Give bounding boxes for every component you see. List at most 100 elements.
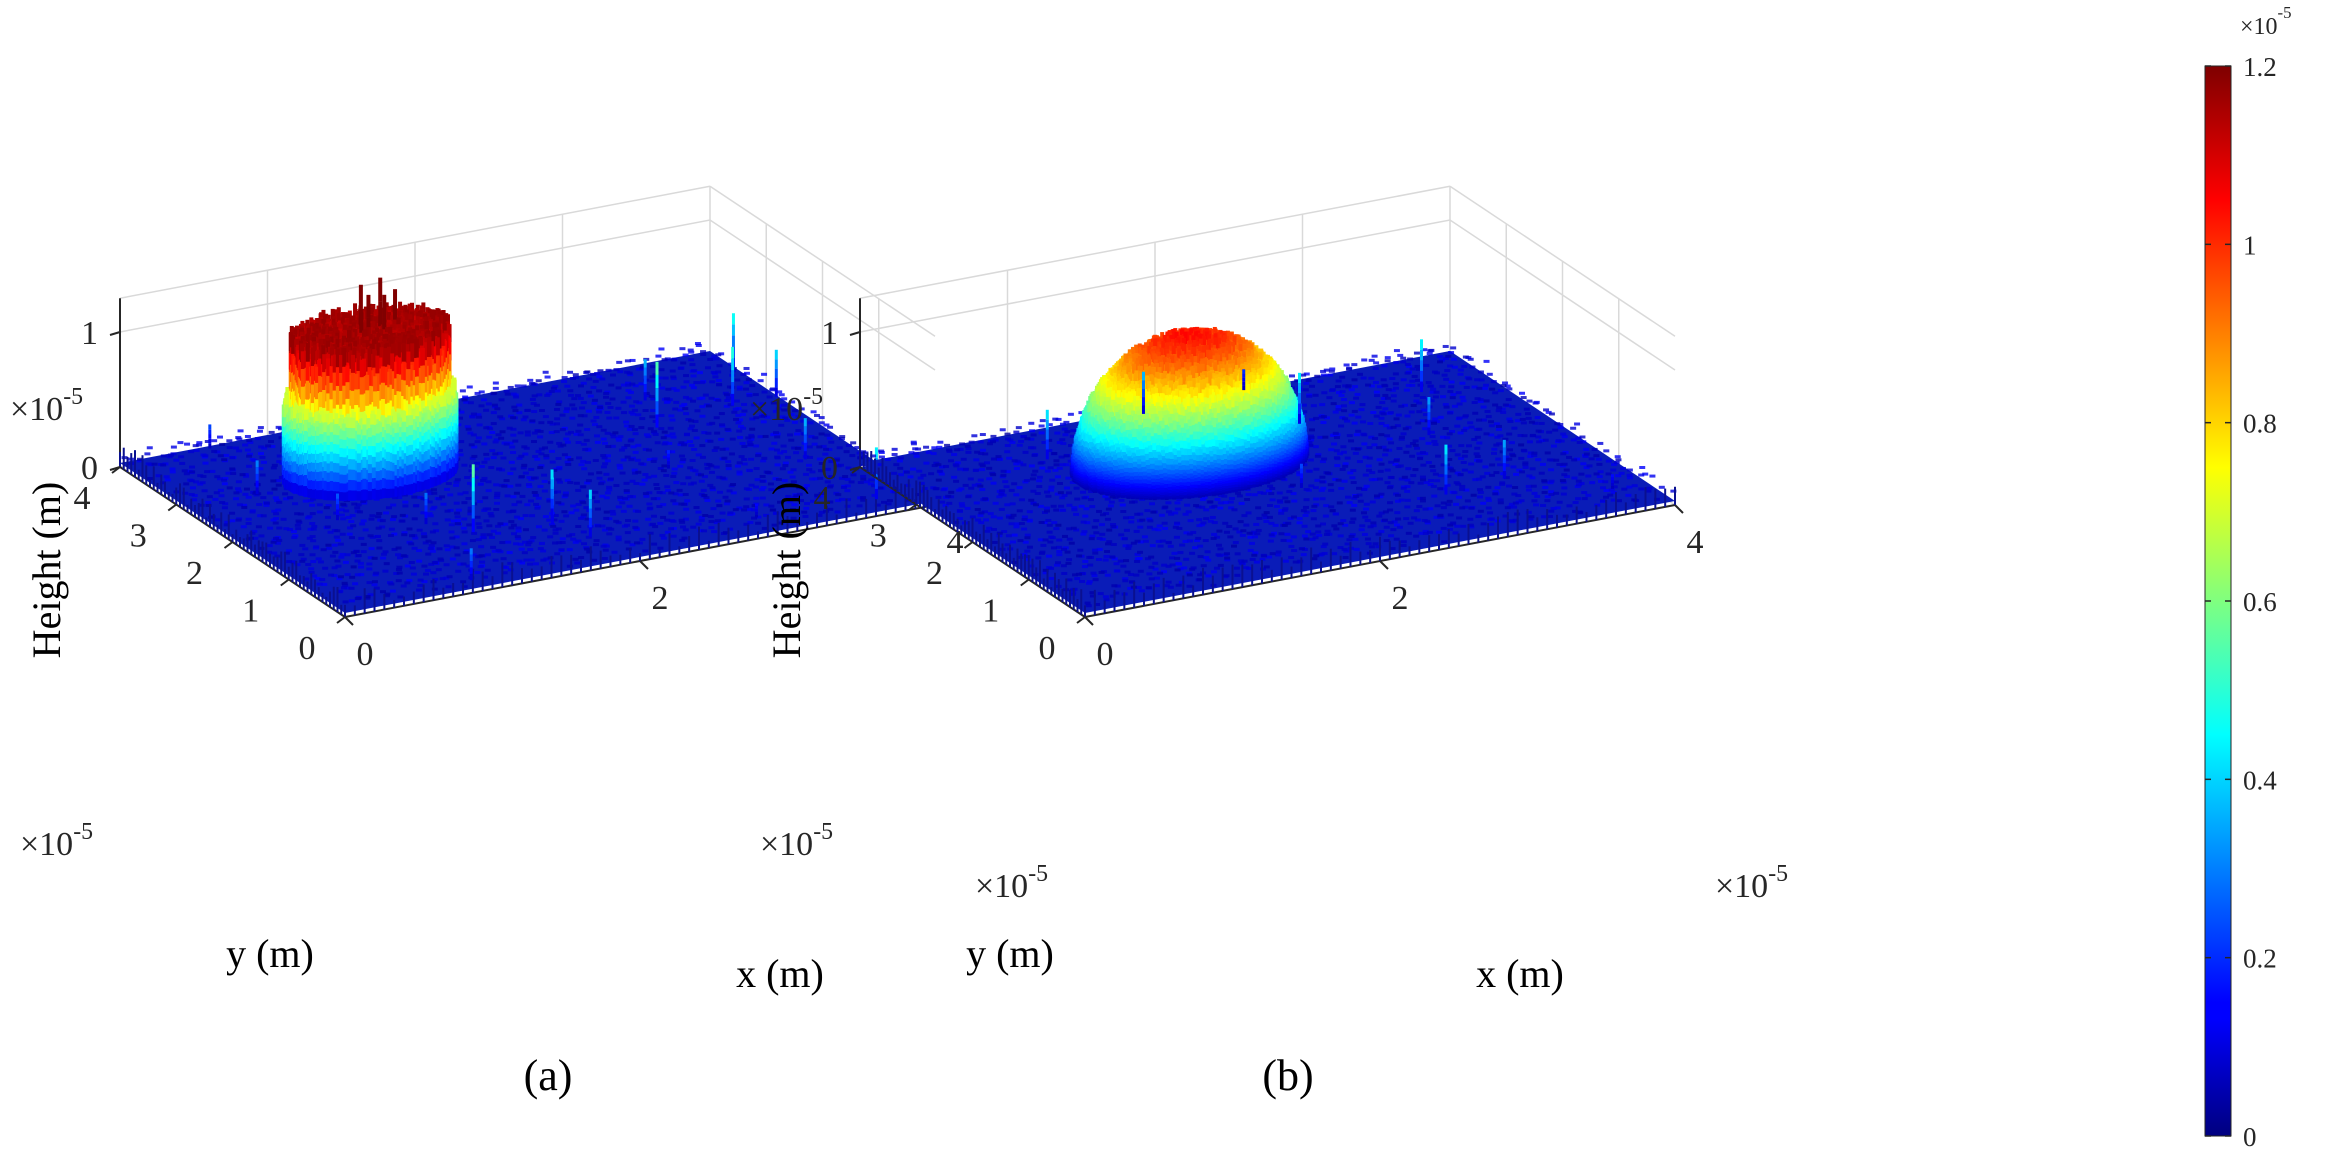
noise-cell [432, 522, 438, 525]
noise-cell [651, 543, 657, 546]
noise-cell [550, 525, 556, 528]
noise-cell [664, 519, 670, 522]
noise-cell [523, 472, 529, 475]
noise-cell [594, 434, 600, 437]
noise-cell [749, 435, 755, 438]
noise-cell [445, 548, 451, 551]
noise-cell [567, 548, 573, 551]
noise-cell [523, 514, 529, 517]
noise-cell [376, 527, 382, 530]
noise-cell [632, 409, 638, 412]
noise-cell [538, 547, 544, 550]
noise-cell [545, 376, 551, 379]
noise-cell [354, 550, 360, 553]
noise-cell [468, 401, 474, 404]
noise-cell [491, 530, 497, 533]
noise-cell [633, 400, 639, 403]
noise-cell [595, 508, 601, 511]
noise-cell [269, 431, 275, 434]
noise-cell [511, 524, 517, 527]
noise-cell [295, 527, 301, 530]
noise-cell [581, 513, 587, 516]
noise-cell [725, 460, 731, 463]
noise-cell [423, 573, 429, 576]
noise-cell [591, 402, 597, 405]
noise-cell [311, 528, 317, 531]
noise-cell [678, 441, 684, 444]
noise-cell [515, 526, 521, 529]
noise-cell [643, 409, 649, 412]
noise-cell [835, 493, 841, 496]
noise-cell [489, 536, 495, 539]
noise-cell [406, 527, 412, 530]
noise-cell [661, 464, 667, 467]
noise-cell [343, 509, 349, 512]
noise-cell [677, 489, 683, 492]
noise-cell [409, 561, 415, 564]
noise-cell [519, 495, 525, 498]
noise-cell [426, 540, 432, 543]
noise-cell [340, 503, 346, 506]
noise-cell [603, 517, 609, 520]
noise-cell [497, 415, 503, 418]
noise-cell [474, 571, 480, 574]
noise-cell [625, 396, 631, 399]
noise-cell [638, 426, 644, 429]
noise-cell [730, 438, 736, 441]
noise-cell [844, 489, 850, 492]
noise-cell [335, 565, 341, 568]
noise-cell [687, 466, 693, 469]
noise-cell [529, 558, 535, 561]
noise-cell [168, 454, 174, 457]
noise-cell [245, 449, 251, 452]
noise-cell [525, 434, 531, 437]
noise-cell [569, 511, 575, 514]
noise-cell [299, 560, 305, 563]
noise-cell [430, 530, 436, 533]
noise-cell [730, 483, 736, 486]
noise-cell [200, 475, 206, 478]
noise-cell [592, 491, 598, 494]
noise-cell [276, 501, 282, 504]
noise-cell [310, 553, 316, 556]
noise-cell [577, 424, 583, 427]
noise-cell [617, 496, 623, 499]
noise-cell [525, 430, 531, 433]
noise-cell [296, 520, 302, 523]
noise-cell [455, 570, 461, 573]
noise-cell [665, 388, 671, 391]
noise-cell [609, 398, 615, 401]
noise-cell [595, 524, 601, 527]
noise-cell [471, 532, 477, 535]
noise-cell [606, 532, 612, 535]
noise-cell [236, 449, 242, 452]
noise-cell [445, 518, 451, 521]
noise-cell [714, 416, 720, 419]
noise-cell [348, 520, 354, 523]
noise-cell [581, 401, 587, 404]
noise-cell [596, 411, 602, 414]
noise-cell [483, 507, 489, 510]
noise-cell [562, 453, 568, 456]
noise-cell [349, 536, 355, 539]
noise-cell [768, 448, 774, 451]
noise-cell [701, 494, 707, 497]
noise-cell [651, 515, 657, 518]
noise-cell [654, 487, 660, 490]
noise-cell [498, 437, 504, 440]
noise-cell [733, 418, 739, 421]
noise-cell [380, 519, 386, 522]
noise-cell [483, 519, 489, 522]
noise-cell [556, 478, 562, 481]
noise-cell [603, 392, 609, 395]
noise-cell [747, 469, 753, 472]
noise-cell [308, 567, 314, 570]
noise-cell [608, 477, 614, 480]
noise-cell [657, 547, 663, 550]
noise-cell [436, 568, 442, 571]
noise-cell [481, 536, 487, 539]
noise-cell [544, 394, 550, 397]
noise-cell [628, 439, 634, 442]
noise-cell [355, 573, 361, 576]
noise-cell [493, 559, 499, 562]
